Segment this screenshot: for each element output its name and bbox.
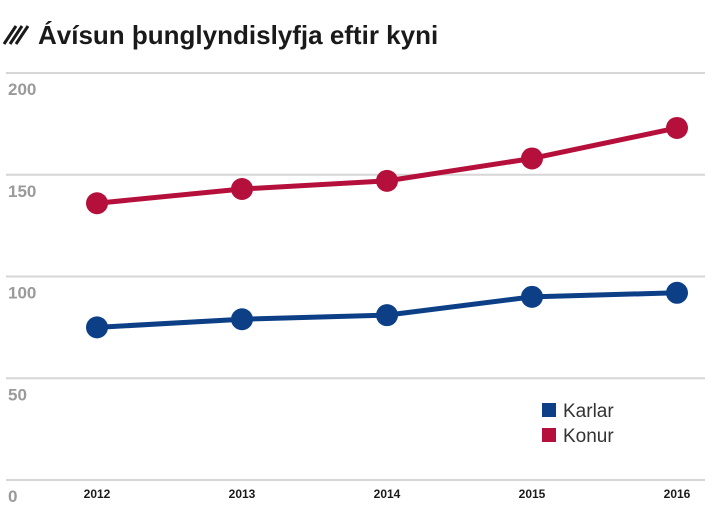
hatch-icon [2, 25, 30, 45]
data-point-karlar [666, 281, 688, 304]
x-tick-label: 2016 [664, 487, 691, 501]
legend-swatch-konur [542, 428, 556, 442]
data-point-karlar [376, 304, 398, 327]
x-tick-label: 2013 [229, 487, 256, 501]
data-point-karlar [231, 308, 253, 331]
legend-label-konur: Konur [563, 426, 614, 447]
data-point-karlar [86, 316, 108, 339]
chart-title-group: Ávísun þunglyndislyfja eftir kyni [2, 20, 438, 50]
legend-swatch-karlar [542, 403, 556, 417]
y-tick-label: 150 [8, 182, 36, 201]
y-tick-label: 200 [8, 80, 36, 99]
legend: Karlar Konur [542, 401, 614, 447]
x-axis-tick-labels: 2012 2013 2014 2015 2016 [84, 487, 691, 501]
series-line-konur [94, 125, 680, 206]
data-point-konur [86, 192, 108, 215]
data-point-karlar [521, 285, 543, 308]
x-tick-label: 2012 [84, 487, 111, 501]
data-point-konur [521, 147, 543, 170]
data-point-konur [666, 116, 688, 139]
chart-title: Ávísun þunglyndislyfja eftir kyni [38, 20, 438, 50]
y-tick-label: 0 [8, 487, 17, 505]
x-tick-label: 2015 [519, 487, 546, 501]
legend-label-karlar: Karlar [563, 401, 614, 422]
data-point-konur [231, 177, 253, 200]
y-axis-tick-labels: 0 50 100 150 200 [8, 80, 36, 505]
x-tick-label: 2014 [374, 487, 401, 501]
data-point-konur [376, 169, 398, 192]
series-lines [86, 116, 688, 339]
y-tick-label: 100 [8, 284, 36, 303]
gridlines [6, 72, 705, 481]
y-tick-label: 50 [8, 385, 27, 404]
